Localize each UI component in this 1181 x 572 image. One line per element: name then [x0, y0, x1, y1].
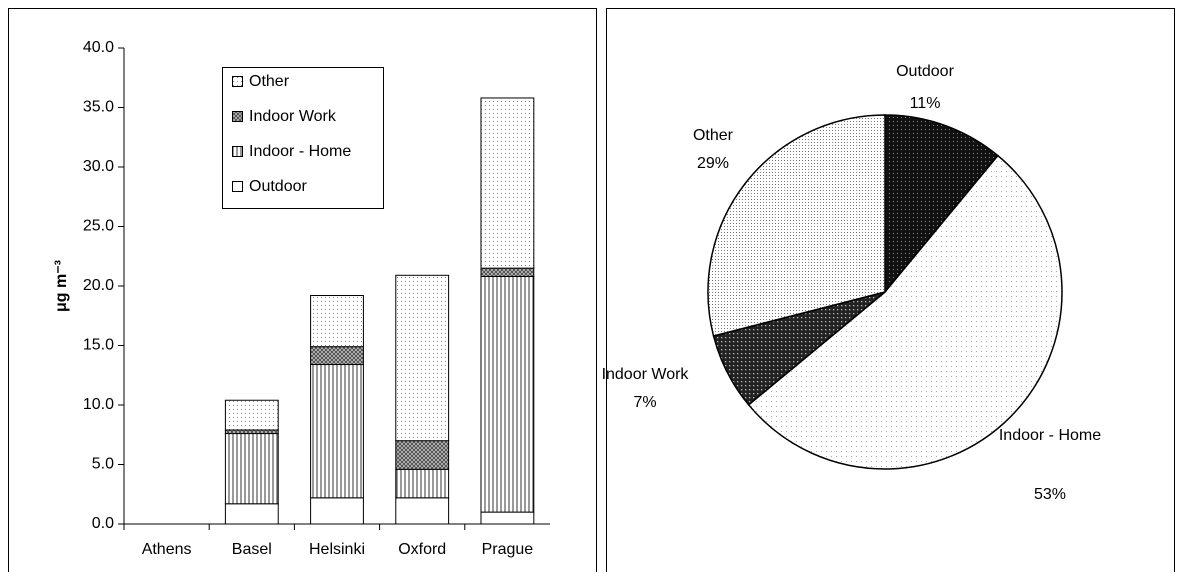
y-tick-label: 25.0 — [83, 218, 114, 235]
legend-box — [222, 67, 384, 209]
bar-segment — [224, 503, 279, 525]
y-tick-label: 20.0 — [83, 277, 114, 294]
pie-slice — [884, 114, 999, 295]
legend-label: Other — [249, 73, 290, 90]
slice-label: Indoor - Home — [999, 427, 1101, 444]
right-panel — [606, 8, 1175, 572]
bar-segment — [395, 274, 450, 442]
bar-segment — [480, 275, 535, 513]
legend-swatch — [232, 111, 243, 122]
y-tick-label: 35.0 — [83, 99, 114, 116]
y-tick-label: 0.0 — [92, 515, 114, 532]
bar-segment — [310, 346, 364, 366]
x-tick-label: Basel — [232, 541, 272, 558]
slice-label: Indoor Work — [602, 366, 690, 383]
slice-value-label: 29% — [697, 155, 729, 172]
bar-segment — [224, 433, 279, 505]
bar-segment — [310, 295, 364, 348]
x-tick-label: Helsinki — [309, 541, 365, 558]
x-tick-label: Prague — [482, 541, 534, 558]
legend-swatch — [232, 146, 243, 157]
legend-label: Indoor Work — [249, 108, 337, 125]
y-axis-label: μg m⁻³ — [53, 260, 70, 312]
bar-segment — [480, 97, 535, 269]
pie-slice — [747, 154, 1063, 470]
y-tick-label: 10.0 — [83, 396, 114, 413]
bar-segment — [395, 497, 450, 525]
bar-segment — [480, 267, 535, 277]
slice-value-label: 53% — [1034, 486, 1066, 503]
pie-slice — [707, 114, 886, 337]
y-tick-label: 40.0 — [83, 39, 114, 56]
slice-value-label: 11% — [910, 95, 941, 112]
bar-segment — [480, 511, 535, 525]
bar-segment — [310, 497, 364, 525]
legend-swatch — [232, 76, 243, 87]
legend-label: Outdoor — [249, 178, 307, 195]
slice-label: Other — [693, 127, 734, 144]
legend-label: Indoor - Home — [249, 143, 351, 160]
y-tick-label: 5.0 — [92, 456, 114, 473]
left-panel — [8, 8, 597, 572]
y-tick-label: 15.0 — [83, 337, 114, 354]
slice-label: Outdoor — [896, 63, 954, 80]
y-tick-label: 30.0 — [83, 158, 114, 175]
x-tick-label: Athens — [142, 541, 192, 558]
x-tick-label: Oxford — [398, 541, 446, 558]
bar-segment — [224, 429, 279, 435]
bar-segment — [310, 364, 364, 499]
legend-swatch — [232, 181, 243, 192]
bar-segment — [395, 468, 450, 499]
bar-segment — [224, 399, 279, 431]
slice-value-label: 7% — [633, 394, 656, 411]
bar-segment — [395, 440, 450, 470]
